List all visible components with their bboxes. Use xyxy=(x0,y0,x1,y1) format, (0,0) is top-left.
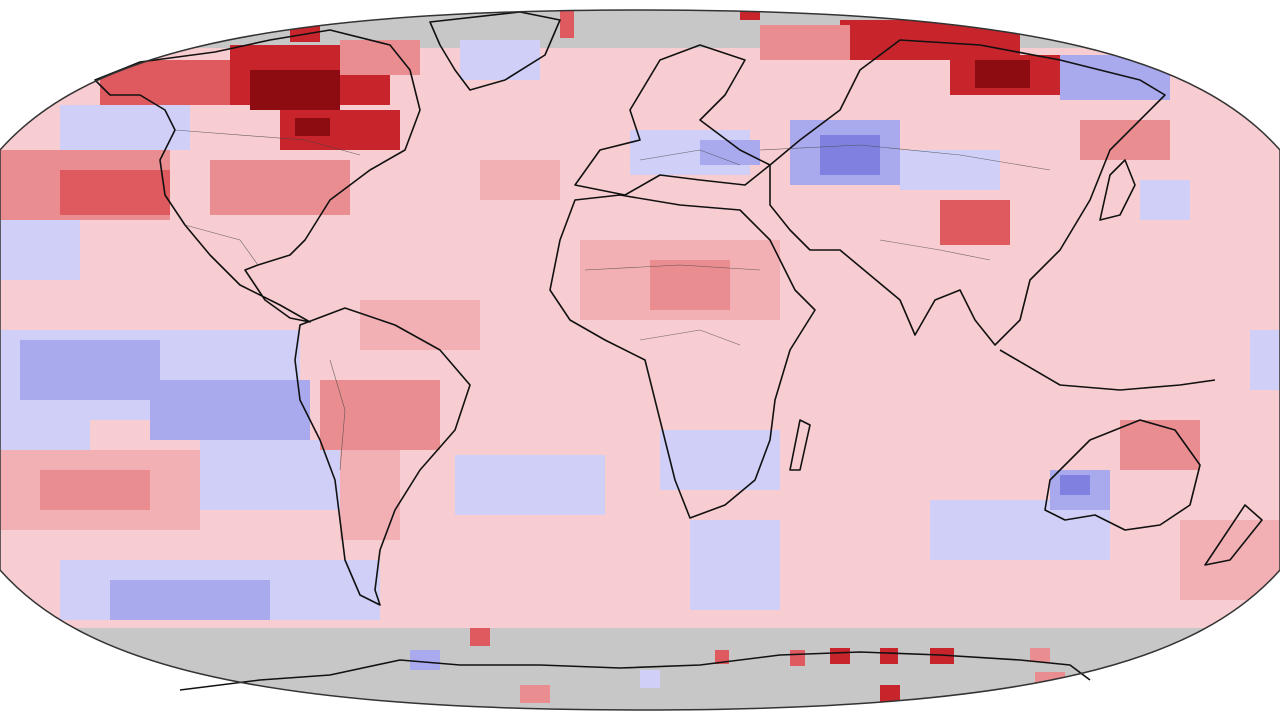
coast-japan xyxy=(1099,159,1136,221)
anomaly-cell-cool_3 xyxy=(1060,475,1090,495)
border-africa-central xyxy=(639,329,741,346)
border-russia-south xyxy=(759,144,1051,171)
anomaly-cell-cool_1 xyxy=(1140,180,1190,220)
border-europe xyxy=(639,149,741,166)
anomaly-cell-cool_1 xyxy=(660,430,780,490)
anomaly-cell-cool_2 xyxy=(150,380,310,440)
anomaly-cell-warm_2 xyxy=(360,300,480,350)
anomaly-cell-cool_1 xyxy=(460,40,540,80)
anomaly-cell-warm_3 xyxy=(650,260,730,310)
anomaly-cell-warm_3 xyxy=(320,380,440,450)
anomaly-cell-cool_1 xyxy=(455,455,605,515)
anomaly-cell-warm_4 xyxy=(60,170,170,215)
coast-north-america xyxy=(94,29,421,323)
border-brazil-west xyxy=(329,359,346,471)
coast-madagascar xyxy=(789,419,811,471)
coastlines xyxy=(94,11,1263,691)
anomaly-cell-cool_1 xyxy=(900,150,1000,190)
globe-edge xyxy=(0,9,1280,711)
coast-south-america xyxy=(294,307,471,606)
anomaly-cell-cool_1 xyxy=(200,440,340,510)
anomaly-cell-cool_1 xyxy=(0,220,80,280)
anomaly-cell-cool_1 xyxy=(0,420,90,450)
coast-greenland xyxy=(429,11,561,91)
anomaly-cell-warm_3 xyxy=(1120,420,1200,470)
anomaly-cell-warm_5 xyxy=(740,10,760,20)
coast-new-zealand xyxy=(1204,504,1263,566)
coast-australia xyxy=(1044,419,1201,531)
anomaly-cell-warm_3 xyxy=(40,470,150,510)
anomaly-cell-cool_1 xyxy=(690,520,780,610)
anomaly-cell-cool_1 xyxy=(640,670,660,688)
border-china-india xyxy=(879,239,991,261)
anomaly-cell-warm_4 xyxy=(470,628,490,646)
anomaly-cell-cool_1 xyxy=(1250,330,1280,390)
anomaly-cell-cool_2 xyxy=(20,340,160,400)
anomaly-cell-cool_2 xyxy=(410,650,440,670)
anomaly-cell-warm_5 xyxy=(880,648,898,664)
anomaly-cell-cool_2 xyxy=(700,140,760,165)
anomaly-cell-warm_4 xyxy=(940,200,1010,245)
anomaly-cell-warm_6 xyxy=(295,118,330,136)
anomaly-cell-warm_3 xyxy=(760,25,850,60)
anomaly-cell-warm_5 xyxy=(930,648,954,664)
anomaly-cell-warm_4 xyxy=(560,10,574,38)
anomaly-cell-warm_6 xyxy=(250,70,340,110)
coast-europe xyxy=(574,44,771,196)
anomaly-cell-cool_1 xyxy=(60,105,190,150)
coast-africa xyxy=(549,194,816,519)
anomaly-cell-warm_5 xyxy=(830,648,850,664)
anomaly-cell-warm_3 xyxy=(340,40,420,75)
anomaly-cell-warm_4 xyxy=(790,650,805,666)
anomaly-cell-warm_4 xyxy=(715,650,729,664)
anomaly-cell-warm_6 xyxy=(975,60,1030,88)
anomaly-cell-warm_3 xyxy=(1080,120,1170,160)
anomaly-cell-cool_3 xyxy=(820,135,880,175)
border-africa-sahel xyxy=(584,264,761,271)
coast-antarctica xyxy=(179,651,1091,691)
anomaly-cell-warm_3 xyxy=(210,160,350,215)
anomaly-cell-warm_2 xyxy=(480,160,560,200)
border-us-canada xyxy=(174,129,361,156)
border-us-mexico xyxy=(184,224,259,266)
anomaly-cell-warm_2 xyxy=(340,450,400,540)
country-borders xyxy=(174,129,1051,471)
anomaly-cell-cool_2 xyxy=(110,580,270,620)
anomaly-cell-warm_5 xyxy=(880,685,900,703)
coast-indonesia xyxy=(999,349,1216,391)
coast-asia xyxy=(769,39,1166,346)
anomaly-cell-warm_3 xyxy=(1030,648,1050,662)
anomaly-cell-warm_3 xyxy=(520,685,550,703)
